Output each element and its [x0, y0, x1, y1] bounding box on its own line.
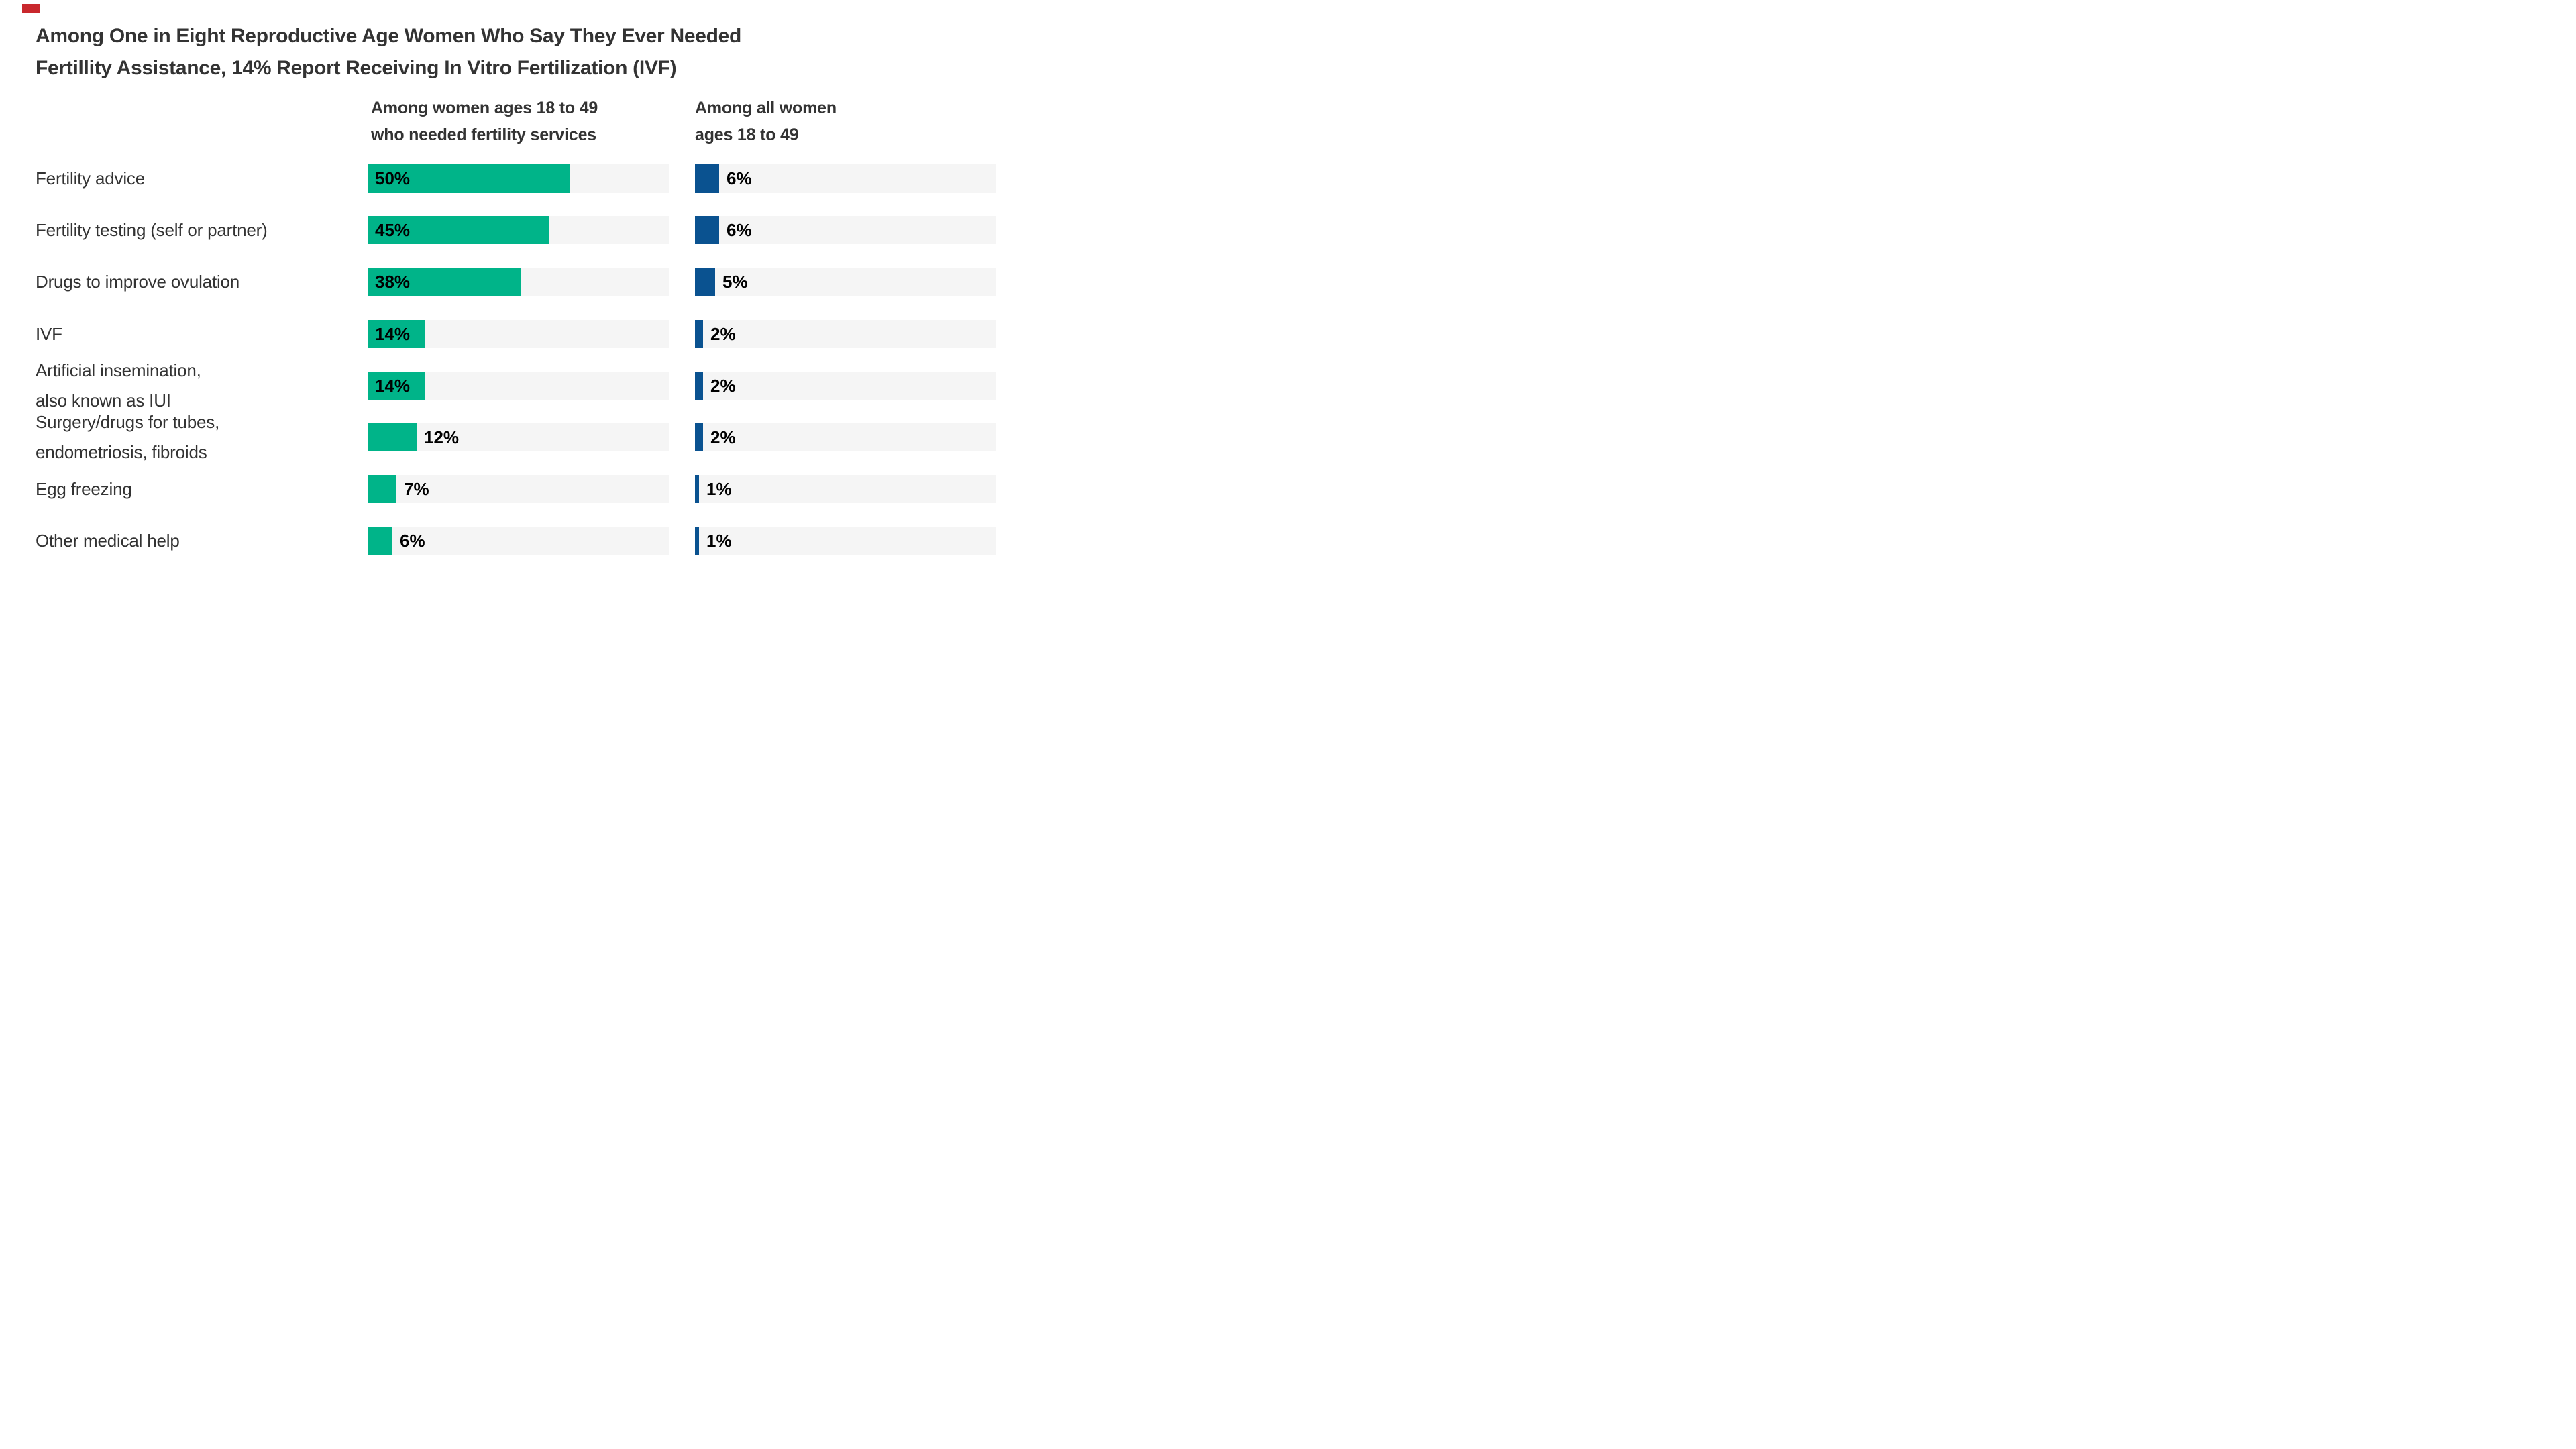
bar-value-label: 5%: [722, 271, 748, 292]
column-header-line: Among all women: [695, 99, 837, 117]
row-label: IVF: [36, 323, 62, 344]
bar-track: 6%: [368, 527, 669, 555]
bar-track: 1%: [695, 475, 996, 503]
bar-all-women: [695, 423, 703, 451]
bar-track: 7%: [368, 475, 669, 503]
column-header-needed-services: Among women ages 18 to 49 who needed fer…: [371, 95, 686, 148]
chart-title-line1: Among One in Eight Reproductive Age Wome…: [36, 25, 742, 47]
bar-all-women: [695, 164, 719, 193]
bar-value-label: 2%: [710, 323, 736, 344]
bar-needed-services: [368, 527, 392, 555]
bar-all-women: [695, 320, 703, 348]
bar-needed-services: [368, 423, 417, 451]
bar-all-women: [695, 527, 699, 555]
bar-track: 1%: [695, 527, 996, 555]
column-header-line: Among women ages 18 to 49: [371, 99, 598, 117]
row-label: Egg freezing: [36, 478, 132, 499]
bar-track: 2%: [695, 320, 996, 348]
row-label: Artificial insemination, also known as I…: [36, 360, 201, 411]
bar-value-label: 1%: [706, 478, 732, 499]
bar-value-label: 1%: [706, 530, 732, 551]
column-header-line: who needed fertility services: [371, 125, 596, 144]
bar-value-label: 7%: [404, 478, 429, 499]
bar-track: 14%: [368, 372, 669, 400]
chart-title-line2: Fertillity Assistance, 14% Report Receiv…: [36, 57, 677, 79]
row-label: Other medical help: [36, 530, 180, 551]
row-label: Fertility testing (self or partner): [36, 219, 268, 240]
bar-all-women: [695, 475, 699, 503]
bar-track: 5%: [695, 268, 996, 296]
bar-value-label: 12%: [424, 427, 460, 447]
bar-needed-services: [368, 164, 570, 193]
bar-value-label: 14%: [375, 375, 411, 396]
bar-track: 38%: [368, 268, 669, 296]
column-header-all-women: Among all women ages 18 to 49: [695, 95, 997, 148]
row-label: Surgery/drugs for tubes, endometriosis, …: [36, 412, 220, 462]
bar-track: 14%: [368, 320, 669, 348]
bar-value-label: 45%: [375, 219, 411, 240]
bar-needed-services: [368, 320, 425, 348]
chart-canvas: Among One in Eight Reproductive Age Wome…: [0, 0, 1030, 580]
bar-needed-services: [368, 216, 549, 244]
bar-needed-services: [368, 372, 425, 400]
bar-track: 6%: [695, 164, 996, 193]
bar-track: 50%: [368, 164, 669, 193]
bar-track: 6%: [695, 216, 996, 244]
bar-all-women: [695, 268, 715, 296]
bar-needed-services: [368, 268, 521, 296]
bar-value-label: 38%: [375, 271, 411, 292]
bar-track: 12%: [368, 423, 669, 451]
bar-value-label: 6%: [400, 530, 425, 551]
bar-needed-services: [368, 475, 396, 503]
bar-value-label: 2%: [710, 375, 736, 396]
bar-value-label: 2%: [710, 427, 736, 447]
bar-value-label: 6%: [727, 219, 752, 240]
bar-track: 2%: [695, 423, 996, 451]
brand-logo-mark: [22, 4, 40, 13]
bar-track: 2%: [695, 372, 996, 400]
bar-all-women: [695, 216, 719, 244]
bar-value-label: 6%: [727, 168, 752, 189]
bar-value-label: 14%: [375, 323, 411, 344]
row-label: Drugs to improve ovulation: [36, 271, 240, 292]
bar-all-women: [695, 372, 703, 400]
column-header-line: ages 18 to 49: [695, 125, 799, 144]
bar-track: 45%: [368, 216, 669, 244]
bar-value-label: 50%: [375, 168, 411, 189]
chart-title: Among One in Eight Reproductive Age Wome…: [36, 20, 948, 85]
row-label: Fertility advice: [36, 168, 145, 189]
